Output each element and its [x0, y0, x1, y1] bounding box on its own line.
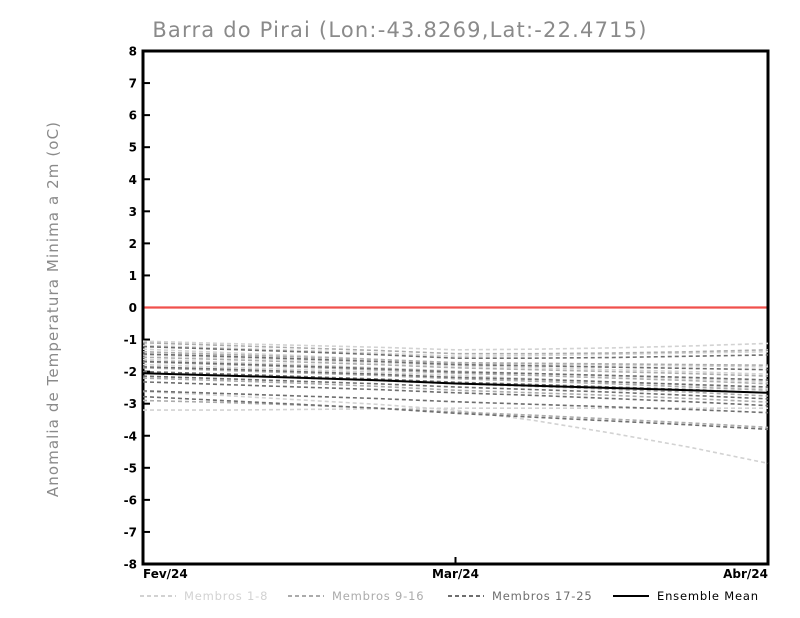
series-line — [142, 361, 769, 385]
x-axis-ticks: Fev/24 Mar/24 Abr/24 — [142, 557, 769, 581]
y-tick-label: -8 — [124, 558, 137, 572]
x-tick-label: Fev/24 — [143, 567, 188, 581]
x-tick-label: Abr/24 — [723, 567, 768, 581]
series-line — [142, 353, 769, 371]
series-line — [142, 360, 769, 381]
legend-label: Membros 1-8 — [184, 589, 269, 603]
series-line — [142, 348, 769, 368]
y-tick-label: 2 — [129, 237, 137, 251]
series-line — [142, 399, 769, 429]
series-line — [142, 358, 769, 383]
legend-swatch-icon — [288, 595, 324, 597]
y-tick-label: 8 — [129, 45, 137, 59]
y-tick-label: 7 — [129, 77, 137, 91]
series-line — [142, 377, 769, 403]
series-line — [142, 372, 769, 394]
y-tick-label: -5 — [124, 461, 137, 475]
series-lines — [142, 340, 769, 465]
series-line — [143, 407, 768, 411]
chart-legend: Membros 1-8 Membros 9-16 Membros 17-25 Ense… — [0, 586, 800, 608]
series-line — [142, 375, 769, 400]
series-line — [142, 350, 769, 367]
y-tick-label: -6 — [124, 493, 137, 507]
series-line — [142, 390, 769, 414]
legend-item[interactable]: Membros 1-8 — [140, 586, 268, 606]
page-title: Barra do Pirai (Lon:-43.8269,Lat:-22.471… — [152, 18, 648, 42]
y-tick-label: 6 — [129, 109, 137, 123]
series-line — [142, 395, 769, 431]
legend-item[interactable]: Ensemble Mean — [613, 586, 759, 606]
y-tick-label: 4 — [129, 173, 137, 187]
series-line — [142, 341, 769, 355]
legend-swatch-icon — [613, 595, 649, 597]
series-line — [142, 345, 769, 359]
y-tick-label: -7 — [124, 525, 137, 539]
y-tick-label: -2 — [124, 365, 137, 379]
y-tick-label: 1 — [129, 269, 137, 283]
legend-label: Membros 9-16 — [332, 589, 425, 603]
y-tick-label: 0 — [129, 301, 137, 315]
series-line — [142, 372, 769, 397]
y-tick-label: -4 — [124, 429, 137, 443]
legend-label: Membros 17-25 — [492, 589, 593, 603]
legend-item[interactable]: Membros 9-16 — [288, 586, 424, 606]
series-line — [142, 344, 769, 358]
series-line — [142, 366, 769, 392]
legend-label: Ensemble Mean — [657, 589, 759, 603]
x-tick-label: Mar/24 — [432, 567, 479, 581]
series-line — [142, 354, 769, 375]
y-axis-ticks: 8 7 6 5 4 3 2 1 0 -1 -2 -3 -4 -5 -6 -7 -8 — [124, 45, 150, 572]
y-tick-label: 3 — [129, 205, 137, 219]
legend-swatch-icon — [140, 595, 176, 597]
y-tick-label: -3 — [124, 397, 137, 411]
legend-item[interactable]: Membros 17-25 — [448, 586, 592, 606]
y-tick-label: -1 — [124, 333, 137, 347]
series-line — [142, 366, 769, 388]
y-tick-label: 5 — [129, 141, 137, 155]
series-line — [142, 356, 769, 377]
series-line — [142, 340, 769, 351]
legend-swatch-icon — [448, 595, 484, 597]
series-line — [142, 381, 769, 407]
